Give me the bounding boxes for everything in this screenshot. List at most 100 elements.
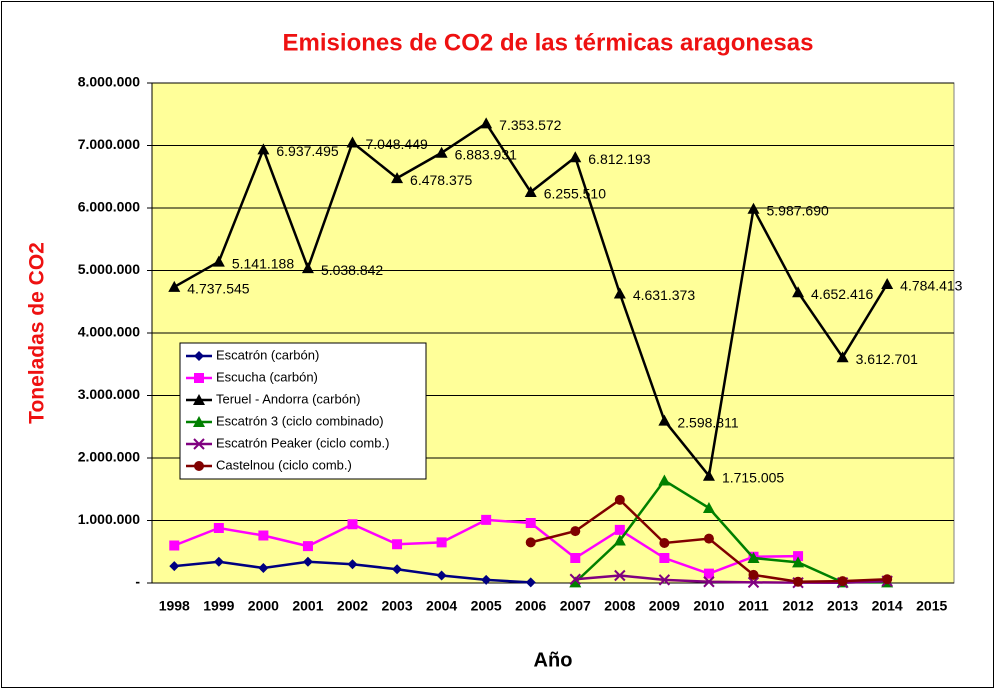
y-tick-label: 4.000.000 xyxy=(78,324,140,340)
data-label: 5.987.690 xyxy=(767,202,829,218)
x-tick-label: 2010 xyxy=(693,598,724,614)
data-point xyxy=(481,574,492,585)
data-point xyxy=(614,494,625,505)
y-tick-label: 5.000.000 xyxy=(78,261,140,277)
data-point xyxy=(792,286,805,298)
x-tick-label: 2001 xyxy=(292,598,323,614)
legend-box xyxy=(179,342,427,480)
legend-marker xyxy=(194,461,204,471)
data-label: 5.141.188 xyxy=(232,255,294,271)
x-tick-label: 2005 xyxy=(471,598,502,614)
x-tick-label: 2013 xyxy=(827,598,858,614)
data-point xyxy=(392,539,403,550)
x-tick-label: 2008 xyxy=(604,598,635,614)
data-point xyxy=(436,570,447,581)
data-label: 7.048.449 xyxy=(366,136,428,152)
x-tick-label: 1998 xyxy=(159,598,190,614)
data-point xyxy=(702,502,715,513)
x-tick-label: 2000 xyxy=(248,598,279,614)
data-label: 4.631.373 xyxy=(633,287,695,303)
data-point xyxy=(747,552,760,563)
data-point xyxy=(169,561,180,572)
data-label: 6.812.193 xyxy=(588,151,650,167)
data-point xyxy=(301,262,314,274)
data-point xyxy=(257,143,270,155)
data-point xyxy=(659,553,670,563)
data-label: 4.652.416 xyxy=(811,286,873,302)
legend-marker xyxy=(193,438,205,450)
data-point xyxy=(436,537,447,548)
data-label: 2.598.811 xyxy=(677,414,738,430)
data-label: 6.883.931 xyxy=(455,146,517,162)
data-point xyxy=(703,533,714,544)
legend-marker xyxy=(194,373,204,383)
data-point xyxy=(525,537,536,548)
x-tick-label: 2004 xyxy=(426,598,457,614)
data-point xyxy=(212,255,225,267)
y-tick-label: 8.000.000 xyxy=(78,74,140,90)
data-point xyxy=(793,576,804,587)
x-tick-label: 2002 xyxy=(337,598,368,614)
data-point xyxy=(613,534,626,546)
legend-label: Escucha (carbón) xyxy=(216,369,318,384)
data-point xyxy=(391,172,404,184)
y-tick-label: 3.000.000 xyxy=(78,386,140,402)
series-line xyxy=(575,574,888,584)
data-point xyxy=(570,526,581,537)
data-point xyxy=(702,469,715,481)
data-label: 4.784.413 xyxy=(900,278,962,294)
data-point xyxy=(525,577,536,588)
legend-label: Escatrón (carbón) xyxy=(216,347,319,362)
x-tick-label: 2007 xyxy=(560,598,591,614)
data-point xyxy=(748,569,759,580)
data-label: 3.612.701 xyxy=(856,351,918,367)
data-point xyxy=(347,559,358,570)
x-tick-label: 2009 xyxy=(649,598,680,614)
data-point xyxy=(569,573,581,585)
data-label: 1.715.005 xyxy=(722,470,784,486)
y-tick-label: 6.000.000 xyxy=(78,199,140,215)
data-point xyxy=(168,280,181,292)
data-point xyxy=(881,277,894,289)
data-point xyxy=(793,551,804,562)
legend-marker xyxy=(193,394,205,405)
data-point xyxy=(569,576,582,588)
x-tick-label: 1999 xyxy=(203,598,234,614)
data-point xyxy=(569,151,582,163)
data-point xyxy=(658,414,671,426)
y-tick-label: 1.000.000 xyxy=(78,511,140,527)
data-point xyxy=(703,568,714,579)
chart-title: Emisiones de CO2 de las térmicas aragone… xyxy=(283,29,814,56)
x-tick-label: 2015 xyxy=(916,598,947,614)
data-point xyxy=(302,541,313,552)
legend-label: Escatrón 3 (ciclo combinado) xyxy=(216,413,384,428)
legend-label: Teruel - Andorra (carbón) xyxy=(216,391,361,406)
data-point xyxy=(703,576,715,588)
data-point xyxy=(347,519,358,530)
legend-label: Escatrón Peaker (ciclo comb.) xyxy=(216,435,389,450)
data-point xyxy=(481,514,492,525)
y-axis-label: Toneladas de CO2 xyxy=(26,242,49,424)
x-tick-label: 2003 xyxy=(381,598,412,614)
series-line xyxy=(574,478,888,584)
x-tick-label: 2011 xyxy=(738,598,769,614)
data-point xyxy=(792,556,805,568)
data-label: 7.353.572 xyxy=(499,117,561,133)
legend-marker xyxy=(194,351,204,361)
y-tick-label: 7.000.000 xyxy=(78,136,140,152)
data-label: 5.038.842 xyxy=(321,262,383,278)
x-tick-label: 2012 xyxy=(782,598,813,614)
data-point xyxy=(659,538,670,548)
data-point xyxy=(258,563,269,573)
data-point xyxy=(614,569,626,582)
data-label: 4.737.545 xyxy=(187,281,249,297)
legend-label: Castelnou (ciclo comb.) xyxy=(216,457,352,472)
data-label: 6.478.375 xyxy=(410,172,472,188)
data-point xyxy=(882,574,893,585)
data-label: 6.937.495 xyxy=(276,143,338,159)
data-point xyxy=(613,287,626,299)
data-point xyxy=(435,146,448,158)
x-tick-label: 2006 xyxy=(515,598,546,614)
